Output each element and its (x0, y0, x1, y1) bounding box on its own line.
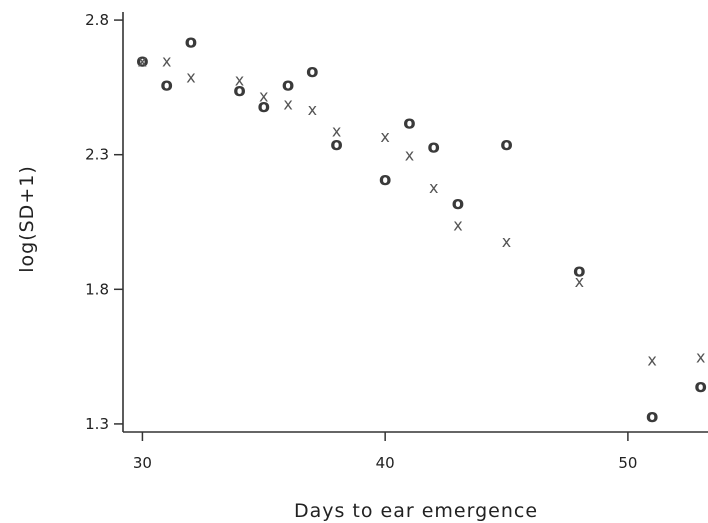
data-point-x: x (429, 178, 438, 197)
data-point-o: o (403, 112, 415, 133)
y-tick-label: 1.3 (85, 415, 109, 433)
data-point-o: o (185, 32, 197, 53)
data-point-x: x (575, 272, 584, 291)
data-point-x: x (453, 216, 462, 235)
data-point-x: x (405, 146, 414, 165)
ticks: 1.3 1.8 2.3 2.8 30 40 50 (85, 11, 637, 472)
data-point-o: o (161, 75, 173, 96)
y-tick-label: 2.8 (85, 11, 109, 29)
y-tick-label: 1.8 (85, 280, 109, 298)
data-point-x: x (138, 51, 147, 70)
data-point-x: x (647, 350, 656, 369)
x-tick-label: 50 (618, 454, 637, 472)
data-point-o: o (282, 75, 294, 96)
data-point-x: x (259, 86, 268, 105)
data-point-o: o (428, 137, 440, 158)
data-point-o: o (646, 406, 658, 427)
x-tick-label: 40 (376, 454, 395, 472)
data-point-x: x (162, 51, 171, 70)
data-point-o: o (306, 61, 318, 82)
data-point-x: x (308, 100, 317, 119)
data-point-x: x (283, 95, 292, 114)
data-point-o: o (379, 169, 391, 190)
data-point-x: x (332, 121, 341, 140)
data-point-o: o (258, 96, 270, 117)
data-point-x: x (696, 348, 705, 367)
y-axis-label: log(SD+1) (16, 165, 38, 273)
data-point-o: o (233, 80, 245, 101)
data-point-x: x (186, 68, 195, 87)
data-point-o: o (452, 193, 464, 214)
x-tick-label: 30 (133, 454, 152, 472)
x-axis-label: Days to ear emergence (294, 500, 538, 522)
data-point-o: o (330, 134, 342, 155)
data-point-x: x (235, 70, 244, 89)
axes (122, 12, 708, 433)
data-point-o: o (136, 50, 148, 71)
data-point-o: o (573, 260, 585, 281)
data-point-x: x (502, 232, 511, 251)
y-tick-label: 2.3 (85, 146, 109, 164)
data-point-o: o (500, 134, 512, 155)
data-point-o: o (695, 376, 707, 397)
data-point-x: x (380, 127, 389, 146)
